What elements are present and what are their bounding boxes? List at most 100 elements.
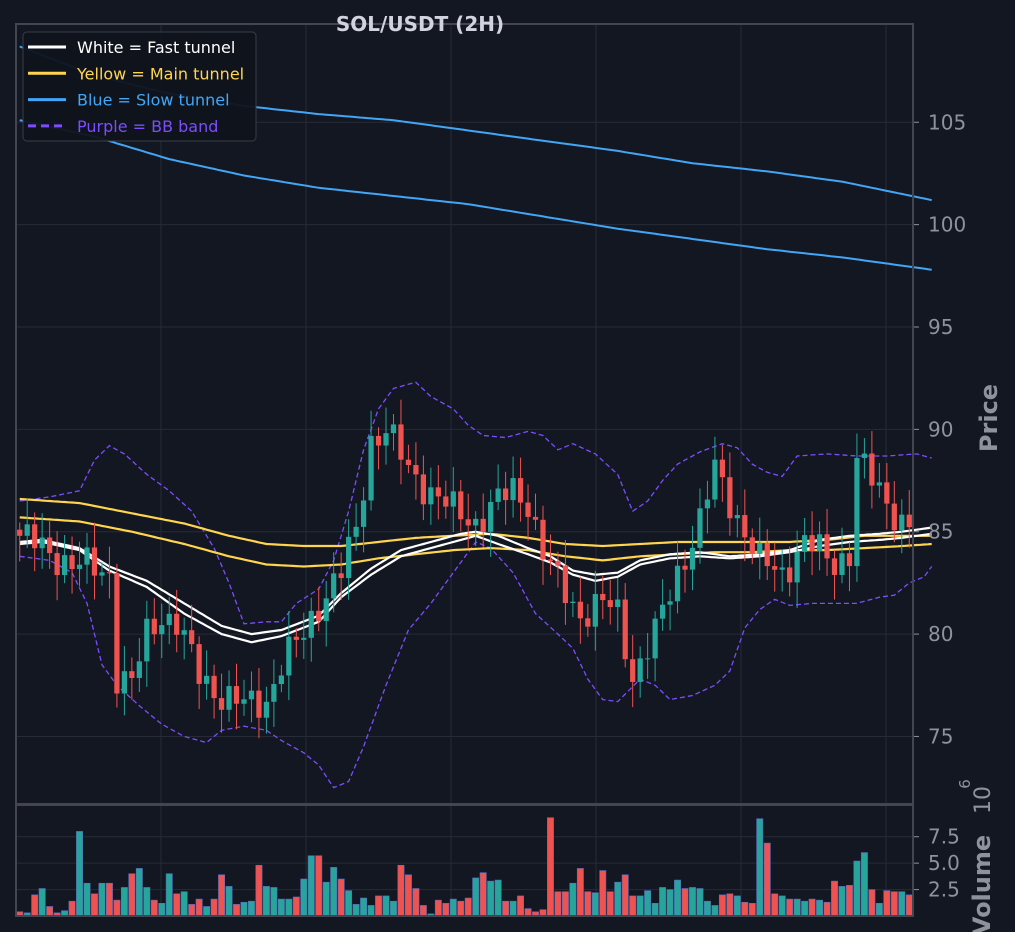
volume-bar — [823, 901, 831, 917]
volume-bar — [203, 906, 211, 917]
volume-bar — [120, 887, 128, 917]
volume-bar — [487, 880, 495, 917]
candle-body — [144, 618, 150, 662]
candle-body — [420, 474, 427, 505]
volume-bar — [367, 905, 375, 917]
price-tick-label: 105 — [928, 110, 966, 134]
volume-bar — [292, 896, 300, 917]
candle-body — [69, 555, 75, 570]
volume-bar — [890, 891, 898, 917]
candle-body — [787, 567, 793, 583]
volume-bar — [464, 897, 472, 917]
candle-body — [502, 488, 509, 501]
volume-bar — [345, 890, 353, 917]
volume-bar — [651, 903, 659, 917]
candle-body — [540, 519, 546, 560]
volume-bar — [255, 864, 263, 917]
volume-bar — [315, 855, 323, 917]
volume-bar — [733, 895, 741, 917]
price-tick-label: 80 — [928, 622, 953, 646]
candle-body — [517, 478, 524, 503]
candle-body — [630, 659, 636, 682]
candle-body — [443, 496, 449, 507]
candle-body — [383, 433, 389, 446]
candle-body — [458, 491, 464, 520]
candle-body — [405, 459, 412, 466]
candle-body — [809, 535, 815, 552]
candle-body — [495, 488, 501, 502]
candle-body — [99, 572, 105, 576]
candle-body — [39, 537, 45, 549]
volume-bar — [330, 867, 338, 917]
candle-body — [263, 701, 270, 718]
volume-bar — [277, 898, 285, 917]
volume-tick-label: 2.5 — [928, 878, 960, 902]
candle-body — [271, 684, 277, 702]
candle-body — [734, 515, 740, 519]
candle-body — [301, 637, 307, 640]
price-tick-label: 85 — [928, 520, 953, 544]
volume-bar — [711, 905, 719, 917]
volume-bar — [629, 895, 637, 917]
candle-body — [764, 542, 770, 567]
candle-body — [428, 487, 434, 505]
candle-body — [450, 491, 456, 507]
candle-body — [697, 508, 703, 548]
volume-bar — [457, 900, 465, 917]
candle-body — [637, 658, 643, 682]
volume-bar — [509, 900, 517, 917]
candle-body — [562, 565, 569, 604]
volume-bar — [434, 899, 442, 917]
candle-body — [846, 553, 853, 567]
candle-body — [779, 567, 785, 570]
volume-bar — [143, 887, 151, 917]
candle-body — [727, 477, 733, 519]
volume-axis-label: Volume — [968, 835, 996, 932]
price-grid — [16, 24, 913, 804]
volume-multiplier-exponent: 6 — [956, 779, 974, 789]
candle-body — [577, 601, 583, 619]
candle-body — [76, 564, 83, 570]
volume-bar — [569, 882, 577, 917]
candle-body — [181, 630, 187, 635]
candle-body — [114, 573, 120, 694]
volume-bar — [666, 889, 674, 917]
volume-bar — [494, 879, 502, 917]
volume-bar — [158, 903, 166, 917]
volume-bar — [83, 882, 91, 917]
candle-body — [353, 526, 359, 537]
volume-bar — [599, 870, 607, 917]
volume-bar — [98, 882, 106, 917]
candle-body — [54, 553, 60, 576]
candle-body — [159, 625, 165, 635]
volume-bar — [300, 878, 308, 917]
candle-body — [278, 675, 284, 685]
volume-bar — [561, 891, 569, 917]
volume-bar — [726, 893, 734, 917]
volume-bar — [793, 898, 801, 917]
candle-body — [390, 424, 397, 434]
legend-label: White = Fast tunnel — [77, 38, 235, 57]
candle-body — [600, 593, 606, 601]
candle-body — [248, 690, 255, 700]
price-tick-label: 95 — [928, 315, 953, 339]
candle-body — [689, 547, 696, 570]
candle-body — [532, 516, 539, 520]
candle-body — [241, 699, 247, 704]
volume-bar — [786, 898, 794, 917]
candle-body — [899, 514, 905, 531]
volume-bars-group — [16, 817, 913, 917]
volume-bar — [397, 864, 405, 917]
candle-body — [674, 565, 681, 602]
volume-bar — [248, 900, 255, 917]
axes-group: 75 80 85 90 95 100 105 2.5 5.07.5 Price Volume 106 — [15, 23, 1003, 932]
candle-body — [622, 599, 628, 660]
volume-bar — [801, 900, 809, 917]
volume-bar — [860, 852, 868, 917]
candle-body — [32, 524, 38, 549]
candle-body — [704, 499, 711, 509]
legend-label: Yellow = Main tunnel — [76, 64, 244, 83]
volume-bar — [883, 890, 891, 917]
